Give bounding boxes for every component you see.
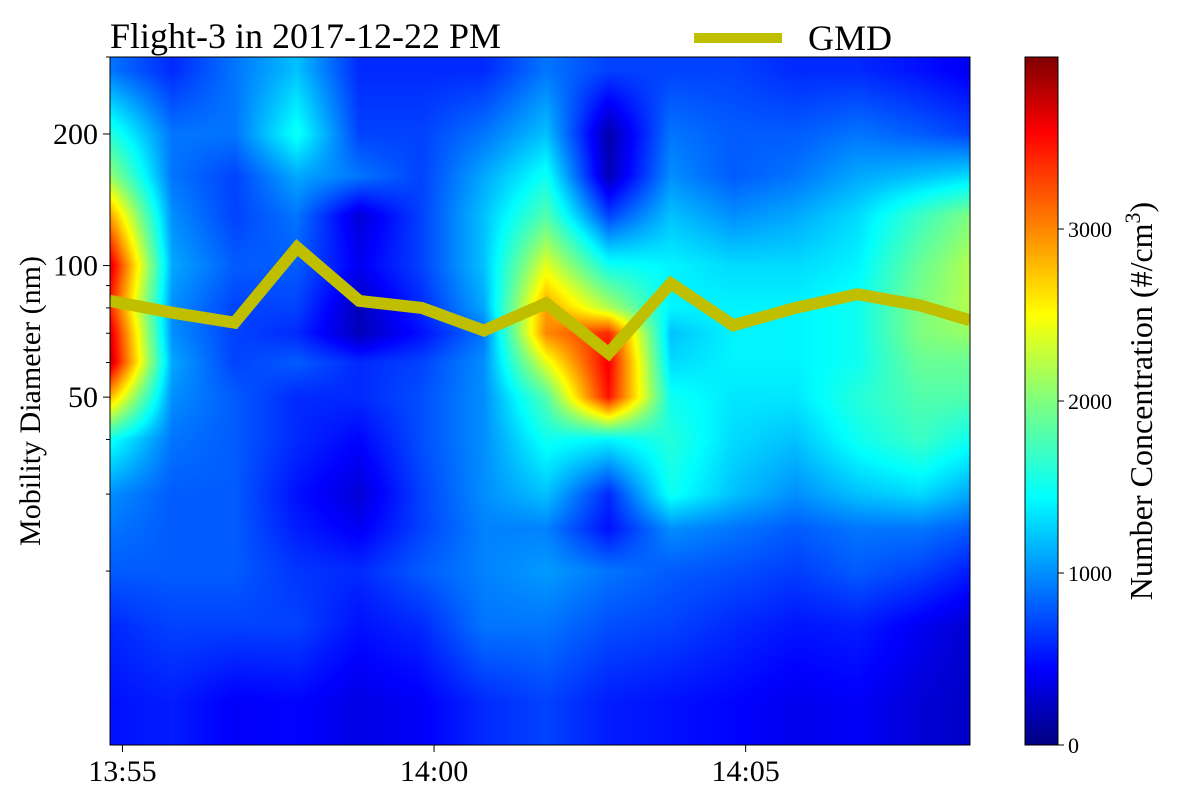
colorbar-ticks: 0 1000 2000 3000 (1058, 217, 1112, 758)
legend: GMD (694, 18, 892, 58)
x-tick-label: 14:05 (711, 755, 779, 788)
colorbar-tick-label: 2000 (1068, 389, 1112, 414)
gmd-line-layer (110, 238, 970, 362)
plot-frame (109, 56, 971, 746)
heatmap-area (110, 57, 970, 745)
y-tick-label: 50 (68, 381, 98, 414)
colorbar-tick-label: 0 (1068, 733, 1079, 758)
colorbar-tick-label: 3000 (1068, 217, 1112, 242)
colorbar-gradient (1024, 56, 1059, 746)
colorbar: 0 1000 2000 3000 Number Concentration (#/cm… (1024, 56, 1159, 758)
x-tick-label: 13:55 (88, 755, 156, 788)
x-tick-label: 14:00 (400, 755, 468, 788)
colorbar-tick-label: 1000 (1068, 561, 1112, 586)
legend-gmd-label: GMD (808, 18, 892, 58)
chart-title: Flight-3 in 2017-12-22 PM (110, 16, 501, 56)
y-tick-label: 200 (53, 118, 98, 151)
colorbar-label: Number Concentration (#/cm3) (1120, 202, 1159, 600)
y-tick-label: 100 (53, 250, 98, 283)
x-axis: 13:55 14:00 14:05 (88, 745, 780, 788)
gmd-line (110, 238, 970, 362)
y-axis: 50 100 200 (53, 56, 110, 572)
y-axis-label: Mobility Diameter (nm) (14, 256, 47, 546)
